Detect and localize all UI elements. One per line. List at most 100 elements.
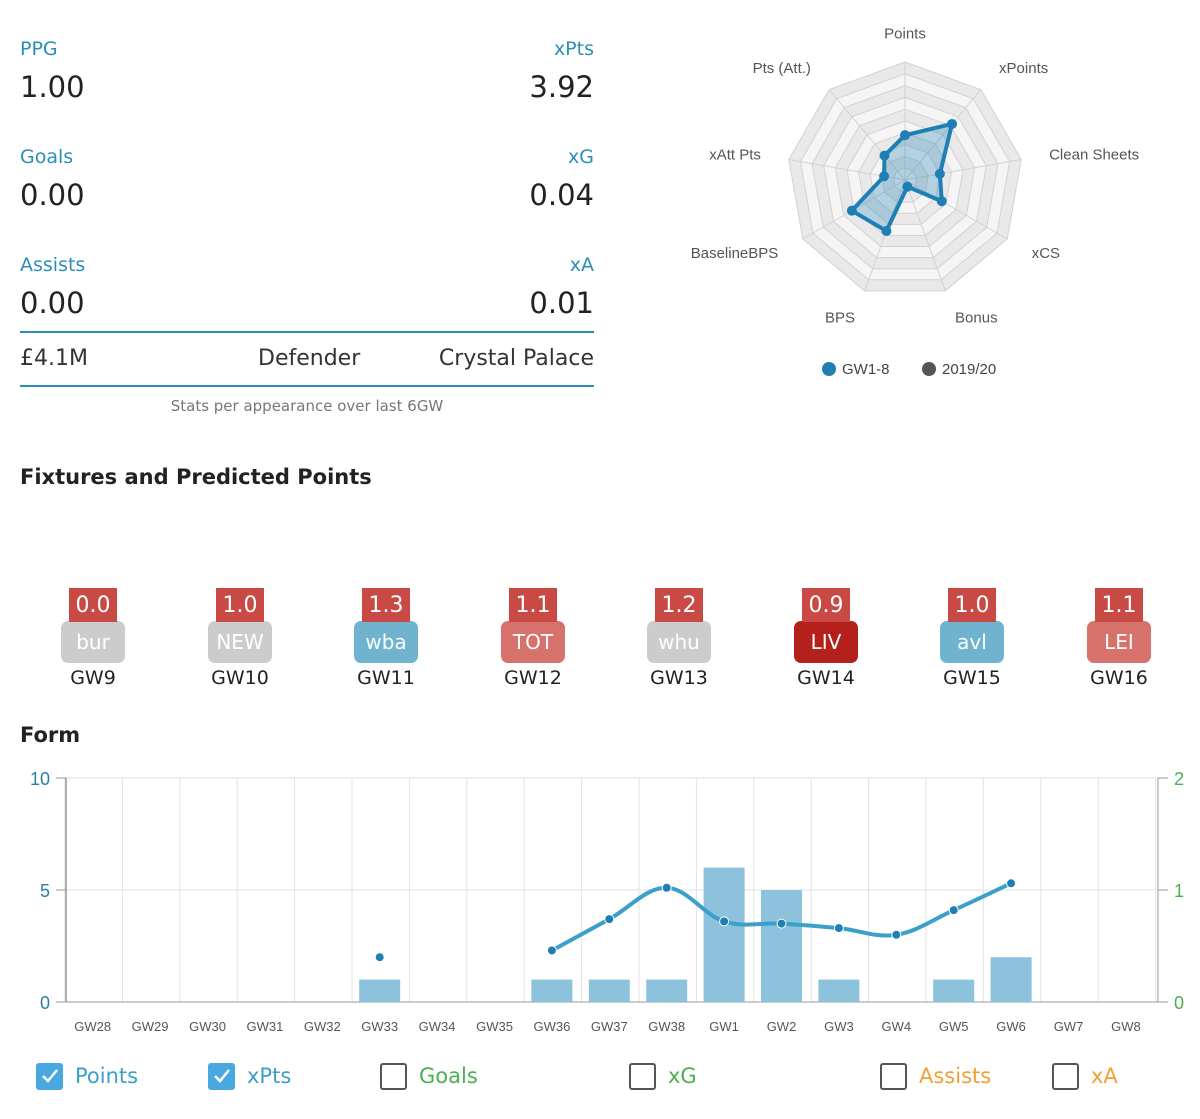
fixture-gameweek: GW10 [211,667,269,689]
stat-label-xpts: xPts [553,38,594,60]
fixtures-list: 0.0 bur GW9 1.0 NEW GW10 1.3 wba GW11 1.1 TOT GW12 1… [0,588,1200,698]
stat-label-assists: Assists [20,254,86,276]
player-info-row: £4.1M Defender Crystal Palace [20,331,594,387]
fixture-gameweek: GW11 [357,667,415,689]
form-points-bar[interactable] [933,979,975,1002]
radar-axis-label: Clean Sheets [1049,147,1139,164]
fixture-gw14[interactable]: 0.9 LIV GW14 [753,588,899,689]
legend-toggle-goals[interactable]: Goals [380,1058,478,1094]
fixture-opponent-badge[interactable]: bur [61,621,125,663]
form-xpts-point[interactable] [604,914,615,925]
legend-toggle-xpts[interactable]: xPts [208,1058,291,1094]
form-x-tick-label: GW30 [189,1019,226,1034]
legend-checkbox[interactable] [1052,1062,1079,1090]
fixture-gw13[interactable]: 1.2 whu GW13 [606,588,752,689]
fixture-gameweek: GW15 [943,667,1001,689]
fixture-gw16[interactable]: 1.1 LEI GW16 [1046,588,1192,689]
legend-checkbox[interactable] [208,1062,235,1090]
legend-toggle-xg[interactable]: xG [629,1058,697,1094]
stat-value-xpts: 3.92 [529,70,594,104]
form-points-bar[interactable] [359,979,401,1002]
form-right-tick-label: 2 [1174,769,1184,789]
fixture-gw10[interactable]: 1.0 NEW GW10 [167,588,313,689]
legend-checkbox[interactable] [629,1062,656,1090]
form-points-bar[interactable] [531,979,573,1002]
fixture-opponent-badge[interactable]: NEW [208,621,272,663]
fixture-predicted-points: 1.0 [216,588,264,622]
fixture-opponent-badge[interactable]: whu [647,621,711,663]
form-xpts-point[interactable] [891,929,902,940]
stat-value-goals: 0.00 [20,178,85,212]
form-x-tick-label: GW4 [881,1019,911,1034]
radar-series-area [849,121,955,234]
fixture-opponent-badge[interactable]: LIV [794,621,858,663]
form-points-bar[interactable] [703,867,745,1002]
form-x-tick-label: GW2 [767,1019,797,1034]
fixture-opponent-badge[interactable]: avl [940,621,1004,663]
legend-toggle-xa[interactable]: xA [1052,1058,1118,1094]
form-xpts-point[interactable] [661,882,672,893]
form-xpts-point[interactable] [546,945,557,956]
form-points-bar[interactable] [646,979,688,1002]
fixture-opponent-badge[interactable]: wba [354,621,418,663]
radar-legend-dot[interactable] [822,362,836,376]
form-right-tick-label: 0 [1174,993,1184,1013]
radar-axis-label: Pts (Att.) [753,60,811,77]
radar-point [936,196,947,207]
radar-point [879,171,890,182]
fixture-predicted-points: 1.1 [1095,588,1143,622]
form-x-tick-label: GW31 [246,1019,283,1034]
fixture-gw12[interactable]: 1.1 TOT GW12 [460,588,606,689]
radar-axis-label: xPoints [999,60,1048,77]
radar-axis-label: Points [884,26,926,43]
form-x-tick-label: GW6 [996,1019,1026,1034]
form-right-tick-label: 1 [1174,881,1184,901]
radar-legend-label[interactable]: GW1-8 [842,361,890,378]
form-x-tick-label: GW1 [709,1019,739,1034]
fixture-gw11[interactable]: 1.3 wba GW11 [313,588,459,689]
legend-label: Points [75,1064,139,1088]
form-xpts-point[interactable] [948,905,959,916]
fixture-opponent-badge[interactable]: TOT [501,621,565,663]
form-x-tick-label: GW38 [648,1019,685,1034]
form-left-tick-label: 10 [30,769,50,789]
form-points-bar[interactable] [990,957,1032,1002]
legend-label: xA [1091,1064,1118,1088]
stat-value-xa: 0.01 [529,286,594,320]
form-x-tick-label: GW8 [1111,1019,1141,1034]
form-xpts-point[interactable] [374,952,385,963]
radar-point [846,205,857,216]
form-xpts-point[interactable] [776,918,787,929]
legend-checkbox[interactable] [380,1062,407,1090]
player-club: Crystal Palace [438,346,594,371]
form-xpts-point[interactable] [833,923,844,934]
legend-label: Goals [419,1064,478,1088]
stats-panel: PPG 1.00 xPts 3.92 Goals 0.00 xG 0.04 As… [20,38,594,348]
form-x-tick-label: GW32 [304,1019,341,1034]
form-xpts-point[interactable] [719,916,730,927]
legend-toggle-points[interactable]: Points [36,1058,138,1094]
legend-checkbox[interactable] [880,1062,907,1090]
fixture-predicted-points: 0.0 [69,588,117,622]
stat-label-xg: xG [568,146,594,168]
fixture-opponent-badge[interactable]: LEI [1087,621,1151,663]
legend-checkbox[interactable] [36,1062,63,1090]
form-x-tick-label: GW37 [591,1019,628,1034]
form-xpts-point[interactable] [1006,878,1017,889]
fixture-gw15[interactable]: 1.0 avl GW15 [899,588,1045,689]
form-points-bar[interactable] [588,979,630,1002]
radar-legend-label[interactable]: 2019/20 [942,361,996,378]
fixture-gw9[interactable]: 0.0 bur GW9 [20,588,166,689]
stat-label-goals: Goals [20,146,74,168]
radar-axis-label: Bonus [955,309,998,326]
legend-toggle-assists[interactable]: Assists [880,1058,991,1094]
radar-axis-label: BaselineBPS [691,245,779,262]
radar-legend-dot[interactable] [922,362,936,376]
fixture-predicted-points: 1.1 [509,588,557,622]
form-points-bar[interactable] [818,979,860,1002]
form-title: Form [20,723,81,747]
form-x-tick-label: GW36 [533,1019,570,1034]
fixture-predicted-points: 1.3 [362,588,410,622]
stat-label-ppg: PPG [20,38,58,60]
form-points-bar[interactable] [761,890,802,1002]
